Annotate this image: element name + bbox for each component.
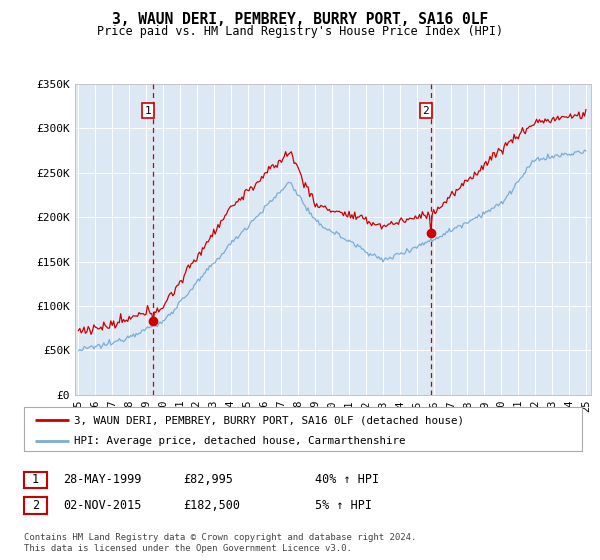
Text: 1: 1 [145, 106, 151, 115]
Text: Contains HM Land Registry data © Crown copyright and database right 2024.
This d: Contains HM Land Registry data © Crown c… [24, 533, 416, 553]
Text: 3, WAUN DERI, PEMBREY, BURRY PORT, SA16 0LF (detached house): 3, WAUN DERI, PEMBREY, BURRY PORT, SA16 … [74, 415, 464, 425]
Text: 1: 1 [32, 473, 39, 487]
Text: £82,995: £82,995 [183, 473, 233, 487]
Text: £182,500: £182,500 [183, 499, 240, 512]
Text: 40% ↑ HPI: 40% ↑ HPI [315, 473, 379, 487]
Text: 3, WAUN DERI, PEMBREY, BURRY PORT, SA16 0LF: 3, WAUN DERI, PEMBREY, BURRY PORT, SA16 … [112, 12, 488, 27]
Text: 2: 2 [32, 499, 39, 512]
Text: 5% ↑ HPI: 5% ↑ HPI [315, 499, 372, 512]
Text: Price paid vs. HM Land Registry's House Price Index (HPI): Price paid vs. HM Land Registry's House … [97, 25, 503, 38]
Text: 28-MAY-1999: 28-MAY-1999 [63, 473, 142, 487]
Text: HPI: Average price, detached house, Carmarthenshire: HPI: Average price, detached house, Carm… [74, 436, 406, 446]
Text: 02-NOV-2015: 02-NOV-2015 [63, 499, 142, 512]
Text: 2: 2 [422, 106, 429, 115]
